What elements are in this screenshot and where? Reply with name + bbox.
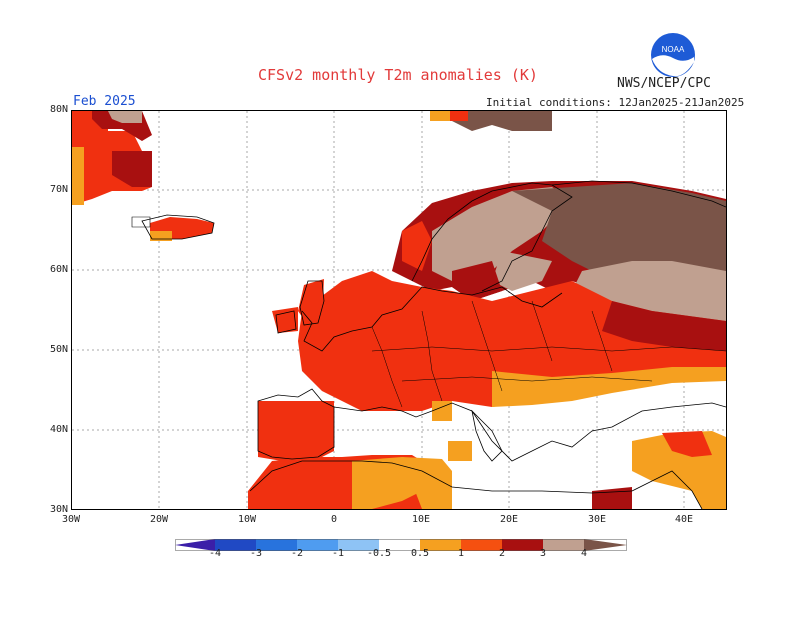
lat-label-30n: 30N <box>49 504 68 515</box>
colorbar-label-neg0-5: -0.5 <box>366 548 392 559</box>
logo-text: NOAA <box>662 45 685 54</box>
anomaly-greenland <box>72 111 152 205</box>
colorbar-label-neg1: -1 <box>331 548 345 559</box>
anomaly-iberia-africa <box>248 401 452 509</box>
lon-label-20e: 20E <box>499 514 519 525</box>
colorbar-label-2: 2 <box>498 548 506 559</box>
lon-label-30w: 30W <box>61 514 81 525</box>
lat-label-80n: 80N <box>49 104 68 115</box>
lat-label-40n: 40N <box>49 424 68 435</box>
lon-label-30e: 30E <box>587 514 607 525</box>
colorbar <box>175 536 627 555</box>
colorbar-label-neg3: -3 <box>249 548 263 559</box>
forecast-month: Feb 2025 <box>73 94 136 109</box>
colorbar-label-neg4: -4 <box>208 548 222 559</box>
coastlines <box>141 180 726 509</box>
lon-label-0: 0 <box>330 514 338 525</box>
lon-label-10e: 10E <box>411 514 431 525</box>
lon-label-20w: 20W <box>149 514 169 525</box>
colorbar-label-1: 1 <box>457 548 465 559</box>
map-title: CFSv2 monthly T2m anomalies (K) <box>258 66 538 84</box>
lat-label-60n: 60N <box>49 264 68 275</box>
lon-label-40e: 40E <box>674 514 694 525</box>
anomaly-svalbard <box>430 111 552 131</box>
lon-label-10w: 10W <box>237 514 257 525</box>
noaa-logo: NOAA <box>650 32 696 78</box>
anomaly-map <box>71 110 727 510</box>
initial-conditions: Initial conditions: 12Jan2025-21Jan2025 <box>486 96 745 109</box>
anomaly-east-mediterranean <box>432 401 726 509</box>
agency-label: NWS/NCEP/CPC <box>617 76 711 91</box>
colorbar-label-3: 3 <box>539 548 547 559</box>
lat-label-70n: 70N <box>49 184 68 195</box>
lat-label-50n: 50N <box>49 344 68 355</box>
colorbar-label-0-5: 0.5 <box>410 548 430 559</box>
colorbar-label-neg2: -2 <box>290 548 304 559</box>
anomaly-iceland <box>131 216 214 241</box>
country-borders <box>371 300 726 408</box>
colorbar-label-4: 4 <box>580 548 588 559</box>
